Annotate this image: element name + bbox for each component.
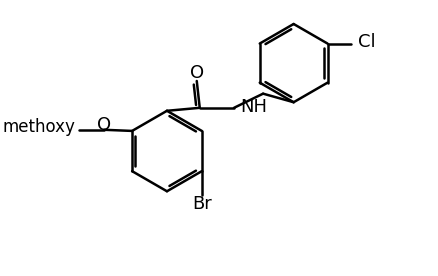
Text: Br: Br [192,195,212,213]
Text: Cl: Cl [358,33,376,51]
Text: O: O [98,116,112,134]
Text: O: O [191,64,205,82]
Text: methoxy: methoxy [3,118,76,136]
Text: NH: NH [241,98,268,116]
